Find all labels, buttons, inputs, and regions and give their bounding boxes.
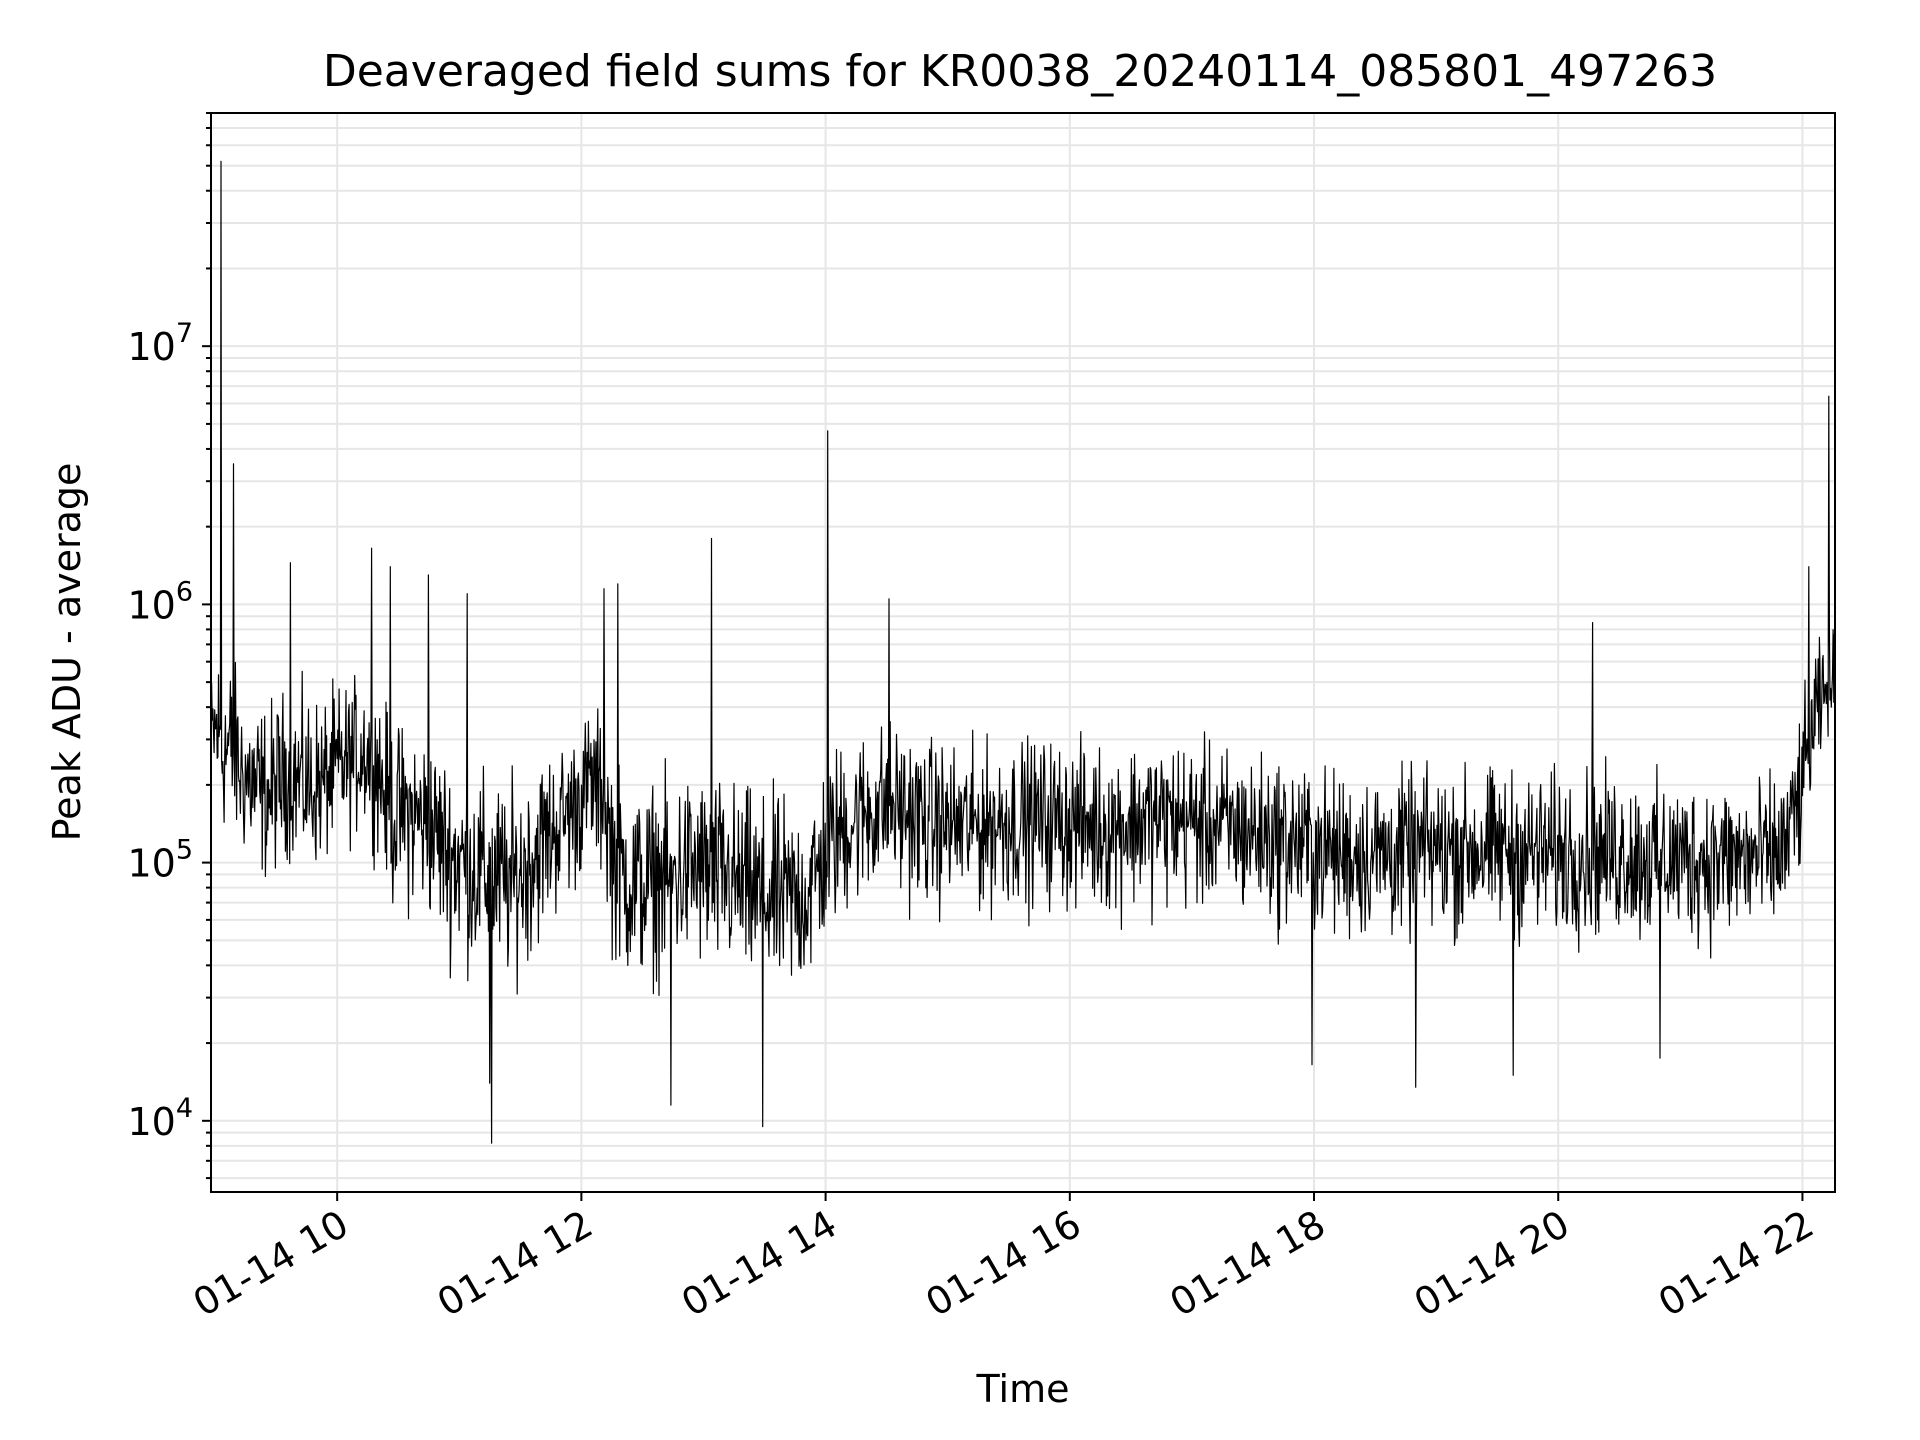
major-gridlines [211, 113, 1835, 1192]
y-tick-label: 104 [127, 1093, 193, 1144]
y-axis-label: Peak ADU - average [45, 463, 89, 842]
plot-area [210, 160, 1836, 1144]
series-line [210, 160, 1836, 1144]
y-tick-label: 106 [127, 576, 193, 627]
plot-frame [210, 112, 1836, 1193]
y-tick-label: 107 [127, 318, 193, 369]
y-tick-label: 105 [127, 835, 193, 886]
chart-title: Deaveraged field sums for KR0038_2024011… [323, 46, 1717, 97]
x-axis-label: Time [976, 1367, 1070, 1411]
y-axis: 104 105 106 107 [127, 112, 211, 1180]
